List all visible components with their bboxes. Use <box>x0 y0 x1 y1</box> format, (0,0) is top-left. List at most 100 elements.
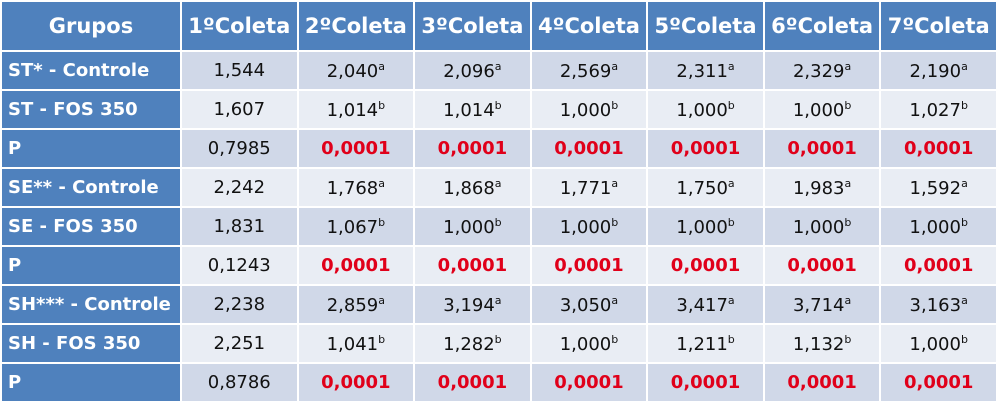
value-text: 2,190 <box>909 60 962 82</box>
group-cell: ST* - Controle <box>0 50 182 91</box>
value-text: 0,0001 <box>903 372 974 393</box>
value-text: 0,0001 <box>321 255 391 276</box>
significance-letter: b <box>378 332 386 346</box>
value-text: 1,000 <box>443 216 495 238</box>
value-cell: 2,242 <box>180 167 299 208</box>
significance-letter: a <box>961 59 968 73</box>
group-cell: ST - FOS 350 <box>0 89 182 130</box>
header-cell: 5ºColeta <box>646 0 765 52</box>
significance-letter: b <box>611 332 619 346</box>
value-text: 1,592 <box>909 177 962 199</box>
significance-letter: a <box>961 176 968 190</box>
significance-letter: b <box>844 332 852 346</box>
significance-letter: b <box>494 332 502 346</box>
value-text: 0,0001 <box>787 138 857 159</box>
significance-letter: b <box>844 98 852 112</box>
group-cell: SH - FOS 350 <box>0 323 182 364</box>
header-cell: 3ºColeta <box>413 0 532 52</box>
value-text: 0,0001 <box>903 255 974 276</box>
significance-letter: b <box>960 98 968 112</box>
value-text: 1,027 <box>909 99 961 121</box>
value-text: 1,211 <box>676 333 728 355</box>
significance-letter: a <box>611 59 619 73</box>
value-cell: 1,014b <box>413 89 532 130</box>
table-row: P 0,8786 0,0001 0,0001 0,0001 0,0001 0,0001 0,0… <box>0 362 998 403</box>
group-cell: SE - FOS 350 <box>0 206 182 247</box>
significance-letter: a <box>494 176 502 190</box>
value-text: 0,0001 <box>670 255 741 276</box>
value-text: 1,000 <box>792 216 845 238</box>
value-cell: 2,190a <box>879 50 998 91</box>
value-cell: 0,0001 <box>762 128 882 169</box>
header-cell: 6ºColeta <box>762 0 882 52</box>
value-cell: 1,768a <box>296 167 416 208</box>
value-cell: 0,0001 <box>296 362 416 403</box>
value-text: 0,0001 <box>787 255 857 276</box>
value-cell: 2,040a <box>296 50 416 91</box>
value-text: 1,000 <box>559 216 612 238</box>
significance-letter: b <box>611 98 619 112</box>
value-cell: 1,211b <box>646 323 765 364</box>
value-text: 0,0001 <box>437 138 508 159</box>
value-cell: 1,831 <box>180 206 299 247</box>
significance-letter: a <box>844 293 852 307</box>
header-cell: 4ºColeta <box>529 0 649 52</box>
significance-letter: b <box>727 98 735 112</box>
significance-letter: a <box>378 293 385 307</box>
header-cell: 1ºColeta <box>180 0 299 52</box>
value-cell: 1,000b <box>646 206 765 247</box>
value-text: 2,311 <box>676 60 728 82</box>
value-cell: 3,163a <box>879 284 998 325</box>
value-cell: 0,0001 <box>296 245 416 286</box>
value-text: 0,0001 <box>903 138 974 159</box>
value-text: 0,7985 <box>207 138 271 159</box>
value-text: 3,194 <box>443 294 495 316</box>
value-cell: 0,0001 <box>646 362 765 403</box>
value-text: 1,868 <box>443 177 495 199</box>
header-cell: 7ºColeta <box>879 0 998 52</box>
value-cell: 0,7985 <box>180 128 299 169</box>
value-cell: 1,000b <box>762 206 882 247</box>
value-cell: 1,041b <box>296 323 416 364</box>
value-cell: 0,0001 <box>762 245 882 286</box>
table-body: ST* - Controle 1,544 2,040a 2,096a 2,569a 2,3… <box>0 50 998 403</box>
significance-letter: a <box>961 293 968 307</box>
value-text: 0,0001 <box>437 255 508 276</box>
significance-letter: b <box>727 215 735 229</box>
value-text: 0,0001 <box>554 255 624 276</box>
value-cell: 2,238 <box>180 284 299 325</box>
value-text: 3,163 <box>909 294 962 316</box>
value-text: 1,750 <box>676 177 728 199</box>
value-text: 1,000 <box>676 216 728 238</box>
significance-letter: b <box>611 215 619 229</box>
value-text: 2,238 <box>213 294 266 315</box>
value-cell: 0,0001 <box>646 245 765 286</box>
significance-letter: a <box>378 176 385 190</box>
value-cell: 1,014b <box>296 89 416 130</box>
table-row: ST* - Controle 1,544 2,040a 2,096a 2,569a 2,3… <box>0 50 998 91</box>
value-text: 2,329 <box>792 60 845 82</box>
table-row: P 0,1243 0,0001 0,0001 0,0001 0,0001 0,0001 0,0… <box>0 245 998 286</box>
table-row: SH*** - Controle 2,238 2,859a 3,194a 3,050a 3… <box>0 284 998 325</box>
value-cell: 1,544 <box>180 50 299 91</box>
value-cell: 0,0001 <box>762 362 882 403</box>
value-cell: 1,000b <box>529 206 649 247</box>
value-cell: 3,194a <box>413 284 532 325</box>
value-cell: 0,0001 <box>529 245 649 286</box>
header-cell: 2ºColeta <box>296 0 416 52</box>
value-text: 1,000 <box>792 99 845 121</box>
value-text: 1,014 <box>443 99 495 121</box>
value-cell: 2,859a <box>296 284 416 325</box>
significance-letter: a <box>494 293 502 307</box>
value-text: 2,040 <box>326 60 379 82</box>
value-text: 1,983 <box>792 177 845 199</box>
value-cell: 1,592a <box>879 167 998 208</box>
value-text: 0,0001 <box>670 138 741 159</box>
value-cell: 0,0001 <box>529 362 649 403</box>
value-text: 0,0001 <box>670 372 741 393</box>
value-cell: 0,0001 <box>413 128 532 169</box>
value-cell: 2,569a <box>529 50 649 91</box>
significance-letter: b <box>378 215 386 229</box>
value-cell: 1,607 <box>180 89 299 130</box>
